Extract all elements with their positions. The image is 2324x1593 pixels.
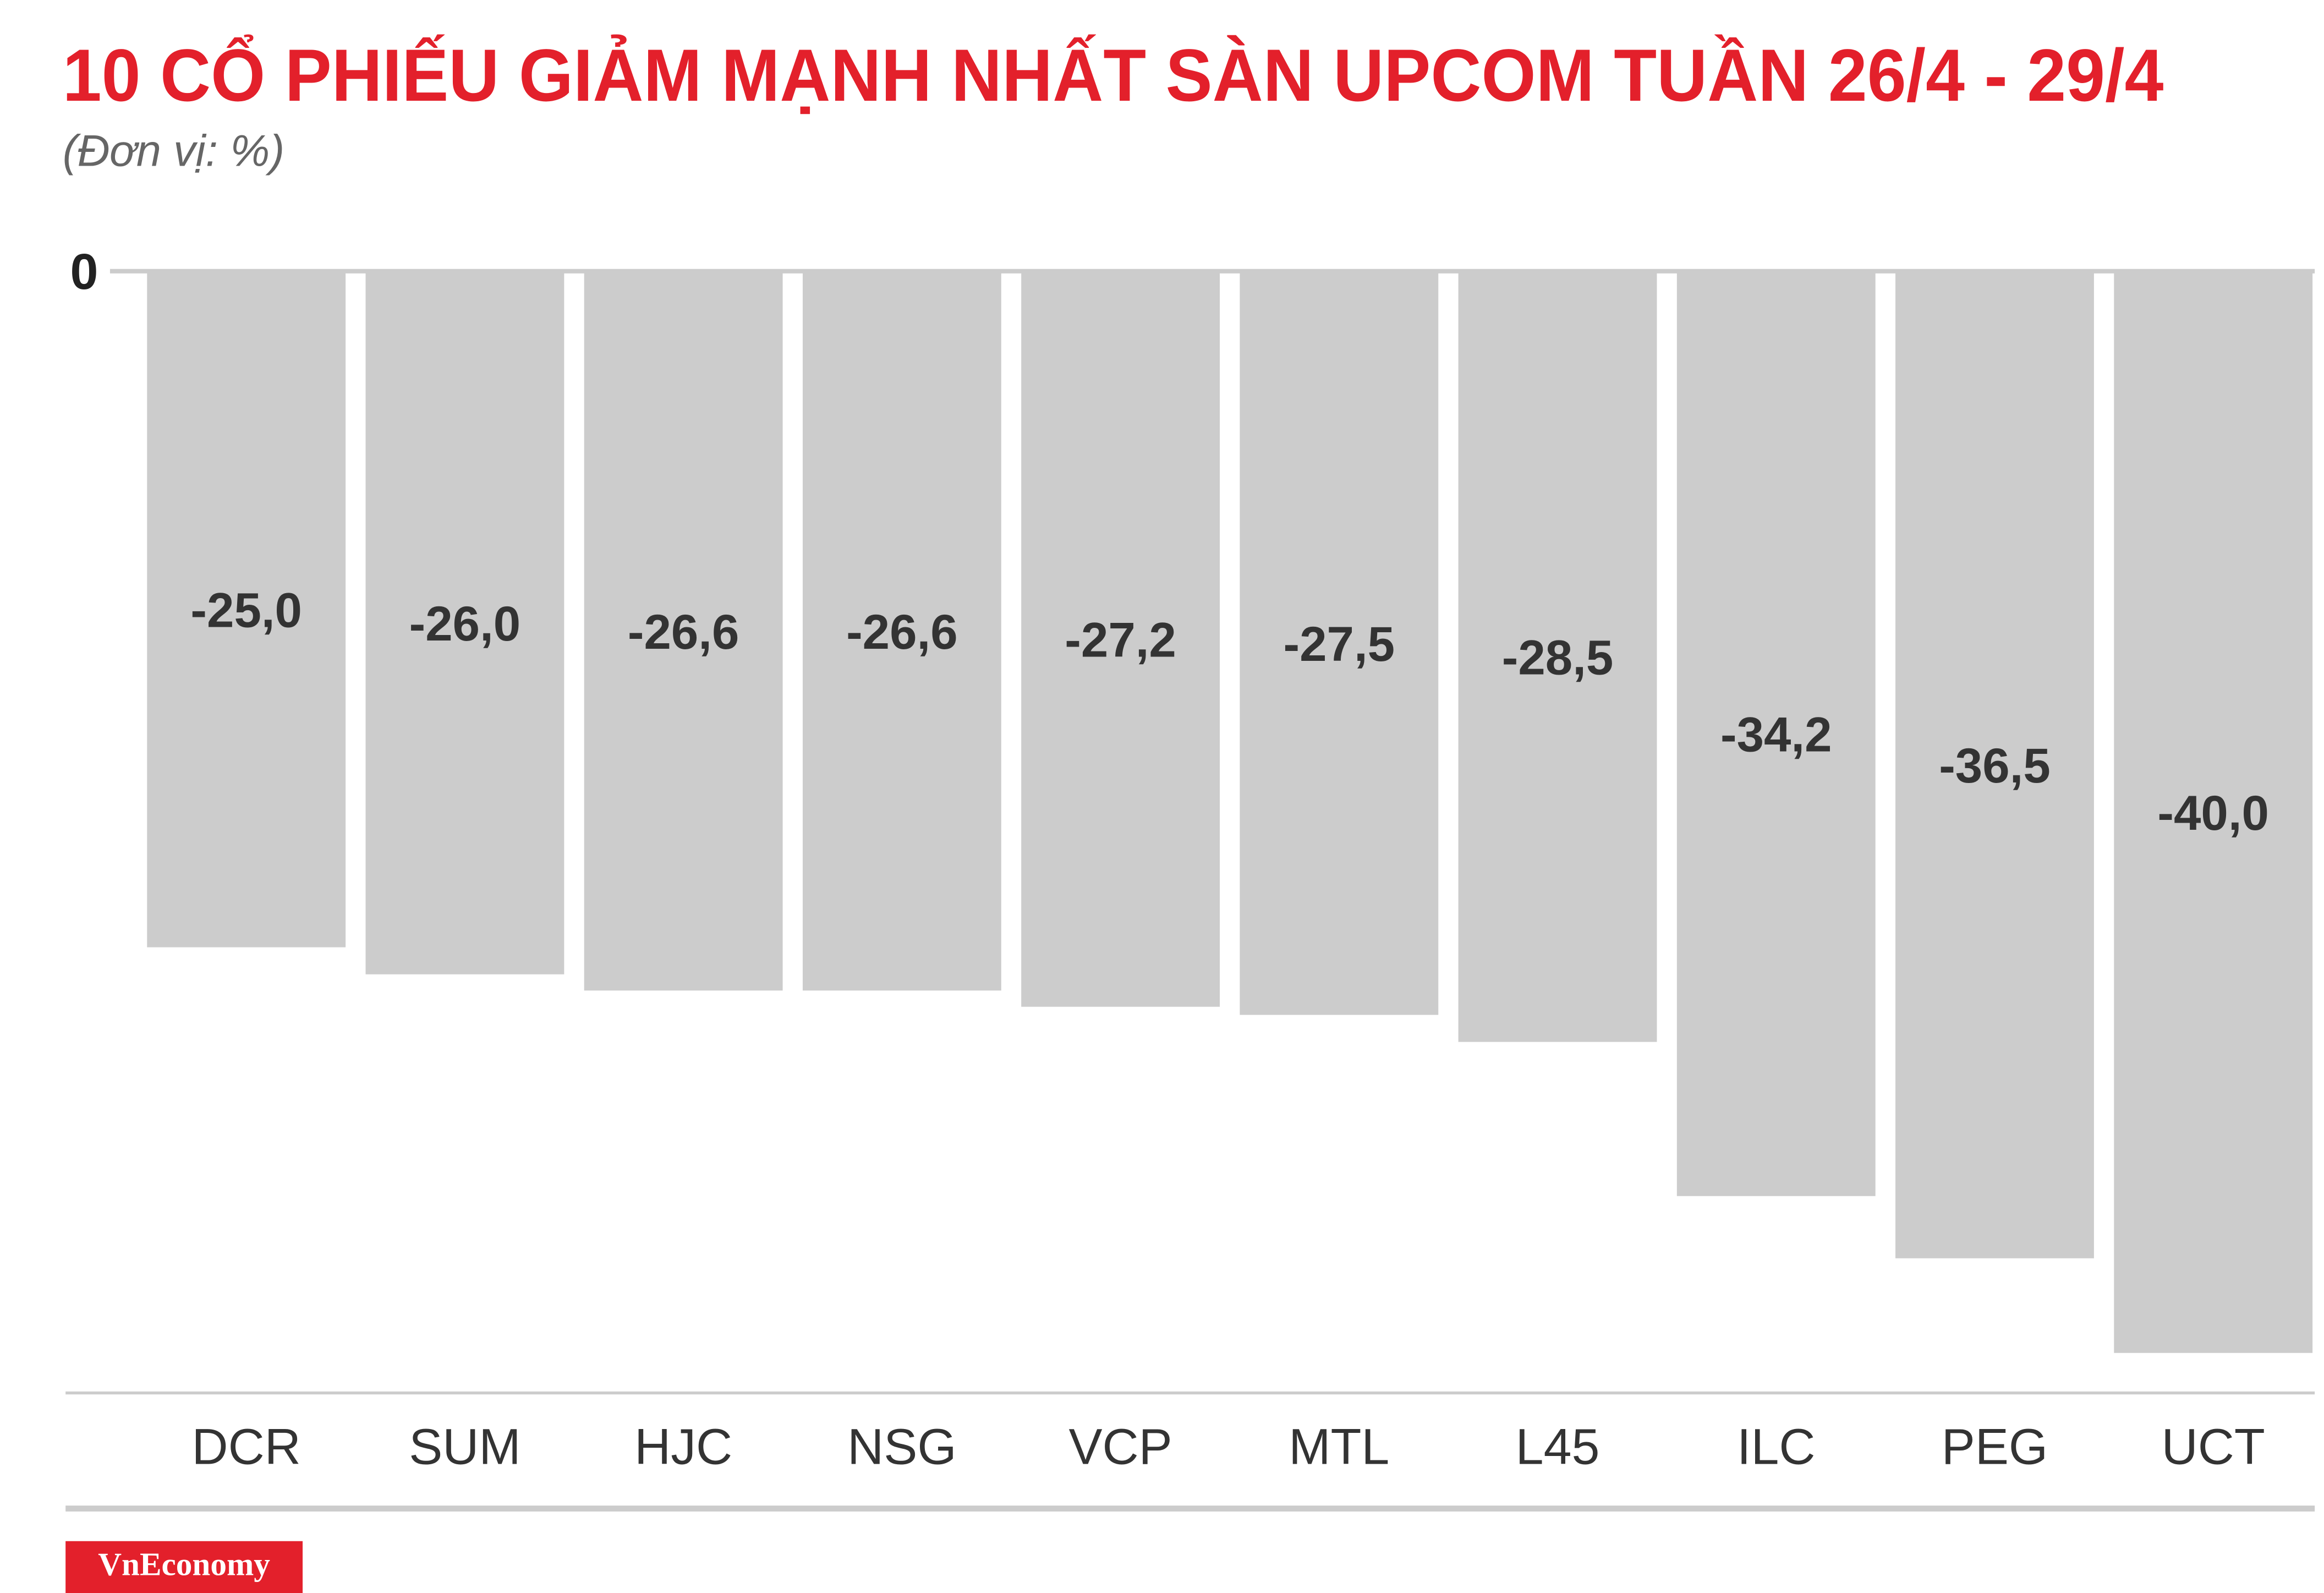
value-label: -26,6 bbox=[628, 605, 739, 659]
x-tick-label: VCP bbox=[1068, 1419, 1172, 1475]
value-label: -36,5 bbox=[1939, 738, 2051, 793]
logo: VnEconomy bbox=[98, 1546, 270, 1583]
bar bbox=[1895, 271, 2094, 1258]
bar bbox=[1240, 271, 1439, 1015]
value-label: -40,0 bbox=[2157, 786, 2269, 840]
chart-title: 10 CỔ PHIẾU GIẢM MẠNH NHẤT SÀN UPCOM TUẦ… bbox=[63, 34, 2164, 117]
value-label: -25,0 bbox=[190, 583, 302, 637]
x-tick-label: HJC bbox=[634, 1419, 732, 1475]
chart-subtitle: (Đơn vị: %) bbox=[63, 127, 284, 176]
x-tick-label: ILC bbox=[1737, 1419, 1815, 1475]
x-tick-label: SUM bbox=[409, 1419, 520, 1475]
bar bbox=[147, 271, 346, 948]
bar bbox=[2114, 271, 2313, 1353]
value-label: -27,5 bbox=[1284, 617, 1395, 671]
logo-box bbox=[65, 1541, 303, 1593]
y-tick-label: 0 bbox=[70, 244, 98, 300]
bar bbox=[1458, 271, 1657, 1042]
x-tick-label: UCT bbox=[2162, 1419, 2265, 1475]
value-label: -28,5 bbox=[1502, 630, 1614, 685]
value-label: -26,6 bbox=[846, 605, 958, 659]
x-tick-label: L45 bbox=[1516, 1419, 1600, 1475]
x-tick-label: DCR bbox=[192, 1419, 301, 1475]
bar bbox=[802, 271, 1001, 991]
x-tick-label: PEG bbox=[1942, 1419, 2048, 1475]
value-label: -34,2 bbox=[1720, 708, 1832, 762]
bar bbox=[365, 271, 564, 975]
value-label: -26,0 bbox=[409, 596, 521, 651]
value-label: -27,2 bbox=[1065, 613, 1176, 667]
bar bbox=[1676, 271, 1876, 1196]
bar bbox=[584, 271, 783, 991]
x-tick-label: NSG bbox=[847, 1419, 956, 1475]
bar bbox=[1021, 271, 1220, 1007]
x-tick-label: MTL bbox=[1289, 1419, 1389, 1475]
